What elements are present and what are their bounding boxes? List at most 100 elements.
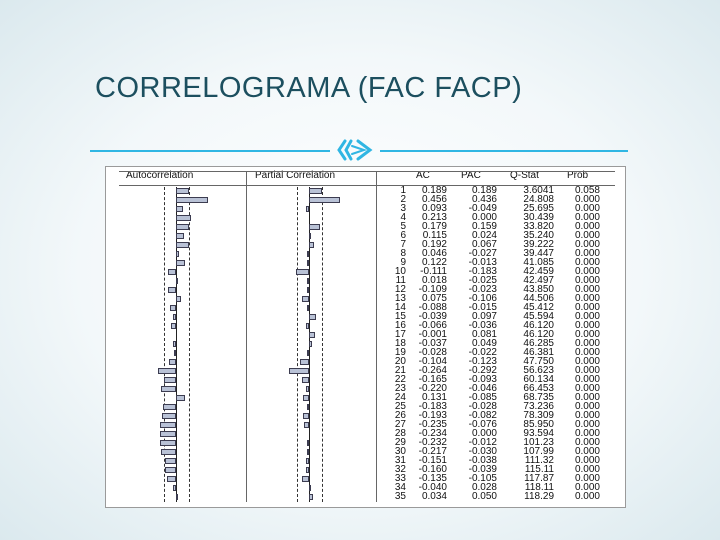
header-prob: Prob [567, 170, 589, 181]
table-row: 7 0.192 0.067 39.222 0.000 [106, 239, 625, 250]
prob-cell: 0.000 [574, 419, 600, 430]
pac-bar [307, 287, 309, 293]
lag-cell: 18 [394, 338, 406, 349]
table-row: 33 -0.135 -0.105 117.87 0.000 [106, 473, 625, 484]
ac-bar [173, 485, 176, 491]
pac-cell: -0.093 [468, 374, 497, 385]
pac-cell: -0.036 [468, 320, 497, 331]
pac-cell: -0.028 [468, 401, 497, 412]
prob-cell: 0.000 [574, 221, 600, 232]
pac-cell: -0.039 [468, 464, 497, 475]
lag-cell: 7 [400, 239, 406, 250]
ac-bar [174, 350, 176, 356]
pac-bar [309, 242, 314, 248]
prob-cell: 0.000 [574, 374, 600, 385]
pac-cell: 0.050 [471, 491, 497, 502]
table-row: 30 -0.217 -0.030 107.99 0.000 [106, 447, 625, 457]
pac-bar [303, 422, 309, 428]
ac-cell: -0.111 [420, 266, 447, 277]
ac-cell: -0.066 [418, 320, 447, 331]
ac-bar [176, 251, 180, 257]
prob-cell: 0.000 [574, 194, 600, 205]
slide-title: CORRELOGRAMA (FAC FACP) [95, 72, 523, 104]
lag-cell: 11 [395, 275, 406, 286]
qstat-cell: 117.87 [524, 473, 554, 484]
ac-cell: -0.037 [418, 338, 447, 349]
lag-cell: 20 [394, 356, 406, 367]
table-row: 2 0.456 0.436 24.808 0.000 [106, 194, 625, 205]
prob-cell: 0.000 [574, 284, 600, 295]
lag-cell: 26 [394, 410, 406, 421]
lag-cell: 23 [394, 383, 406, 394]
ac-cell: -0.151 [418, 455, 447, 466]
qstat-cell: 25.695 [523, 203, 554, 214]
ac-cell: 0.115 [422, 230, 447, 241]
pac-cell: 0.024 [471, 230, 497, 241]
header-pac: PAC [461, 170, 481, 181]
prob-cell: 0.000 [574, 437, 600, 448]
table-row: 31 -0.151 -0.038 111.32 0.000 [106, 455, 625, 466]
ac-bar [160, 449, 176, 455]
pac-cell: -0.183 [468, 266, 497, 277]
ac-bar [176, 278, 178, 284]
lag-cell: 15 [394, 311, 406, 322]
qstat-cell: 118.11 [524, 482, 554, 493]
ac-bar [173, 341, 176, 347]
table-row: 28 -0.234 0.000 93.594 0.000 [106, 428, 625, 439]
lag-cell: 14 [394, 302, 406, 313]
table-row: 12 -0.109 -0.023 43.850 0.000 [106, 284, 625, 295]
lag-cell: 33 [394, 473, 406, 484]
pac-bar [307, 278, 309, 284]
ac-bar [176, 188, 190, 194]
pac-cell: -0.292 [468, 365, 497, 376]
qstat-cell: 118.29 [524, 491, 554, 502]
divider-left [90, 150, 330, 152]
lag-cell: 35 [394, 491, 406, 502]
table-row: 23 -0.220 -0.046 66.453 0.000 [106, 383, 625, 394]
pac-cell: 0.000 [471, 428, 497, 439]
prob-cell: 0.058 [574, 185, 600, 196]
prob-cell: 0.000 [574, 482, 600, 493]
pac-cell: -0.025 [468, 275, 497, 286]
table-row: 1 0.189 0.189 3.6041 0.058 [106, 185, 625, 196]
table-row: 18 -0.037 0.049 46.285 0.000 [106, 338, 625, 349]
prob-cell: 0.000 [574, 311, 600, 322]
pac-bar [309, 494, 313, 500]
pac-bar [309, 314, 316, 320]
table-row: 25 -0.183 -0.028 73.236 0.000 [106, 401, 625, 412]
table-row: 11 0.018 -0.025 42.497 0.000 [106, 275, 625, 286]
pac-bar [302, 377, 309, 383]
pac-cell: -0.105 [468, 473, 497, 484]
ac-bar [163, 404, 176, 410]
ac-bar [173, 314, 176, 320]
pac-bar [307, 251, 309, 257]
qstat-cell: 46.120 [523, 320, 554, 331]
pac-bar [309, 224, 321, 230]
qstat-cell: 39.222 [523, 239, 554, 250]
pac-bar [305, 206, 309, 212]
prob-cell: 0.000 [574, 329, 600, 340]
ac-cell: -0.160 [418, 464, 447, 475]
ac-cell: 0.192 [421, 239, 447, 250]
column-separator-2 [376, 172, 377, 502]
column-separator-1 [246, 172, 247, 502]
ac-bar [176, 233, 185, 239]
table-row: 22 -0.165 -0.093 60.134 0.000 [106, 374, 625, 385]
table-row: 8 0.046 -0.027 39.447 0.000 [106, 249, 625, 259]
qstat-cell: 111.32 [524, 455, 554, 466]
lag-cell: 12 [394, 284, 406, 295]
pac-bar [309, 233, 311, 239]
ac-cell: 0.131 [421, 392, 447, 403]
ac-bar [176, 296, 182, 302]
ac-bar [160, 386, 176, 392]
prob-cell: 0.000 [574, 302, 600, 313]
pac-bar [303, 395, 309, 401]
lag-cell: 6 [400, 230, 406, 241]
ac-cell: -0.028 [418, 347, 447, 358]
pac-lower-confidence-band [297, 187, 298, 502]
pac-bar [306, 323, 309, 329]
pac-cell: 0.097 [471, 311, 497, 322]
prob-cell: 0.000 [574, 338, 600, 349]
table-row: 15 -0.039 0.097 45.594 0.000 [106, 311, 625, 322]
pac-bar [309, 332, 315, 338]
